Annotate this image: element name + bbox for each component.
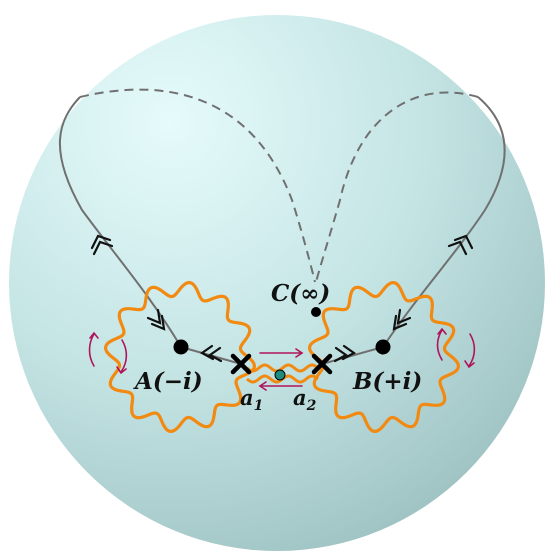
center-dot [274,369,286,381]
orange-cut-top [246,363,319,373]
direction-arrow-left [258,381,303,391]
cross-marker-a2 [311,353,333,375]
direction-arrow-right [259,348,304,358]
filled-dot-c [311,307,321,317]
label-a1: a1 [240,385,263,414]
solid-path-right [382,96,506,348]
filled-dot-a [173,339,189,355]
open-chevron-arrow [199,344,223,363]
label-point-b: B(+i) [352,368,422,395]
path-b-to-cross [321,346,384,365]
rotation-arrow [436,327,476,369]
orange-contour-a [104,281,256,433]
solid-path-left [59,96,182,348]
open-chevron-arrow [146,308,166,331]
label-point-a: A(−i) [133,368,203,395]
cross-marker-a1 [230,353,252,375]
dashed-path-right [315,91,479,283]
open-chevron-arrow [333,344,357,363]
filled-dot-b [375,339,391,355]
open-chevron-arrow [90,234,114,256]
label-point-c: C(∞) [271,280,330,307]
open-chevron-arrow [447,234,474,256]
open-chevron-arrow [392,308,412,331]
label-a2: a2 [293,385,317,414]
dashed-path-left [79,88,316,283]
rotation-arrow [88,331,128,375]
